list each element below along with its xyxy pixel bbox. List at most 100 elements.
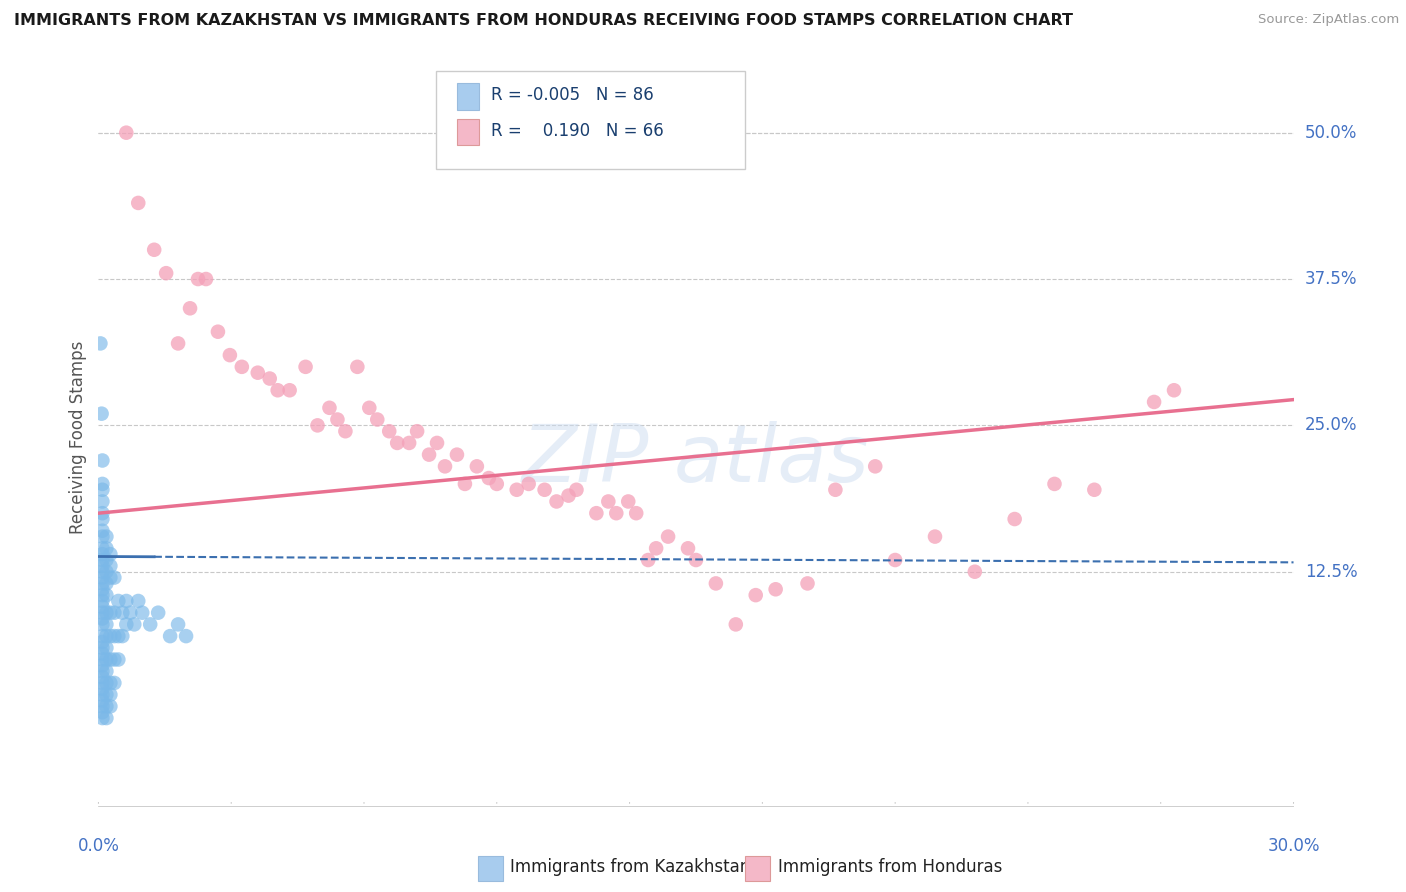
Point	[378, 424, 401, 438]
Point	[865, 459, 887, 474]
Point	[174, 629, 197, 643]
Point	[187, 272, 209, 286]
Point	[307, 418, 329, 433]
Point	[91, 640, 114, 655]
Point	[96, 699, 118, 714]
Point	[96, 652, 118, 666]
Point	[318, 401, 340, 415]
Point	[434, 459, 457, 474]
Point	[1163, 383, 1185, 397]
Point	[103, 676, 125, 690]
Point	[446, 448, 468, 462]
Point	[485, 476, 508, 491]
Text: 12.5%: 12.5%	[1305, 563, 1357, 581]
Point	[745, 588, 768, 602]
Point	[91, 565, 114, 579]
Point	[96, 688, 118, 702]
Point	[924, 530, 946, 544]
Point	[326, 412, 349, 426]
Text: 50.0%: 50.0%	[1305, 124, 1357, 142]
Point	[91, 582, 114, 597]
Point	[91, 599, 114, 614]
Point	[406, 424, 429, 438]
Point	[179, 301, 201, 316]
Point	[96, 664, 118, 678]
Point	[585, 506, 607, 520]
Point	[598, 494, 620, 508]
Text: 0.0%: 0.0%	[77, 837, 120, 855]
Point	[127, 594, 149, 608]
Point	[824, 483, 846, 497]
Point	[115, 617, 138, 632]
Text: R =    0.190   N = 66: R = 0.190 N = 66	[491, 122, 664, 140]
Point	[454, 476, 477, 491]
Point	[98, 676, 122, 690]
Point	[195, 272, 218, 286]
Point	[91, 576, 114, 591]
Text: IMMIGRANTS FROM KAZAKHSTAN VS IMMIGRANTS FROM HONDURAS RECEIVING FOOD STAMPS COR: IMMIGRANTS FROM KAZAKHSTAN VS IMMIGRANTS…	[14, 13, 1073, 29]
Point	[91, 652, 114, 666]
Point	[96, 606, 118, 620]
Point	[91, 594, 114, 608]
Point	[91, 553, 114, 567]
Point	[98, 606, 122, 620]
Point	[98, 652, 122, 666]
Point	[278, 383, 301, 397]
Point	[103, 606, 125, 620]
Point	[96, 711, 118, 725]
Point	[91, 547, 114, 561]
Point	[103, 629, 125, 643]
Point	[91, 606, 114, 620]
Point	[478, 471, 501, 485]
Point	[89, 336, 111, 351]
Point	[96, 530, 118, 544]
Point	[98, 688, 122, 702]
Point	[267, 383, 290, 397]
Point	[98, 547, 122, 561]
Point	[91, 676, 114, 690]
Point	[359, 401, 381, 415]
Point	[103, 652, 125, 666]
Point	[963, 565, 986, 579]
Point	[884, 553, 907, 567]
Point	[91, 558, 114, 573]
Point	[124, 617, 146, 632]
Point	[1004, 512, 1026, 526]
Point	[91, 541, 114, 556]
Point	[91, 664, 114, 678]
Point	[1143, 395, 1166, 409]
Point	[167, 617, 190, 632]
Point	[533, 483, 555, 497]
Point	[103, 571, 125, 585]
Point	[96, 617, 118, 632]
Point	[91, 658, 114, 673]
Point	[115, 126, 138, 140]
Point	[159, 629, 181, 643]
Point	[637, 553, 659, 567]
Point	[96, 553, 118, 567]
Point	[91, 617, 114, 632]
Point	[107, 652, 129, 666]
Point	[91, 611, 114, 625]
Point	[91, 476, 114, 491]
Point	[115, 594, 138, 608]
Point	[207, 325, 229, 339]
Point	[645, 541, 668, 556]
Point	[91, 705, 114, 719]
Point	[91, 483, 114, 497]
Point	[91, 571, 114, 585]
Point	[91, 681, 114, 696]
Point	[704, 576, 727, 591]
Point	[346, 359, 368, 374]
Point	[98, 699, 122, 714]
Point	[259, 371, 281, 385]
Point	[111, 629, 134, 643]
Point	[91, 494, 114, 508]
Point	[796, 576, 818, 591]
Point	[231, 359, 253, 374]
Point	[676, 541, 699, 556]
Text: 37.5%: 37.5%	[1305, 270, 1357, 288]
Point	[557, 489, 579, 503]
Point	[385, 436, 409, 450]
Point	[1083, 483, 1105, 497]
